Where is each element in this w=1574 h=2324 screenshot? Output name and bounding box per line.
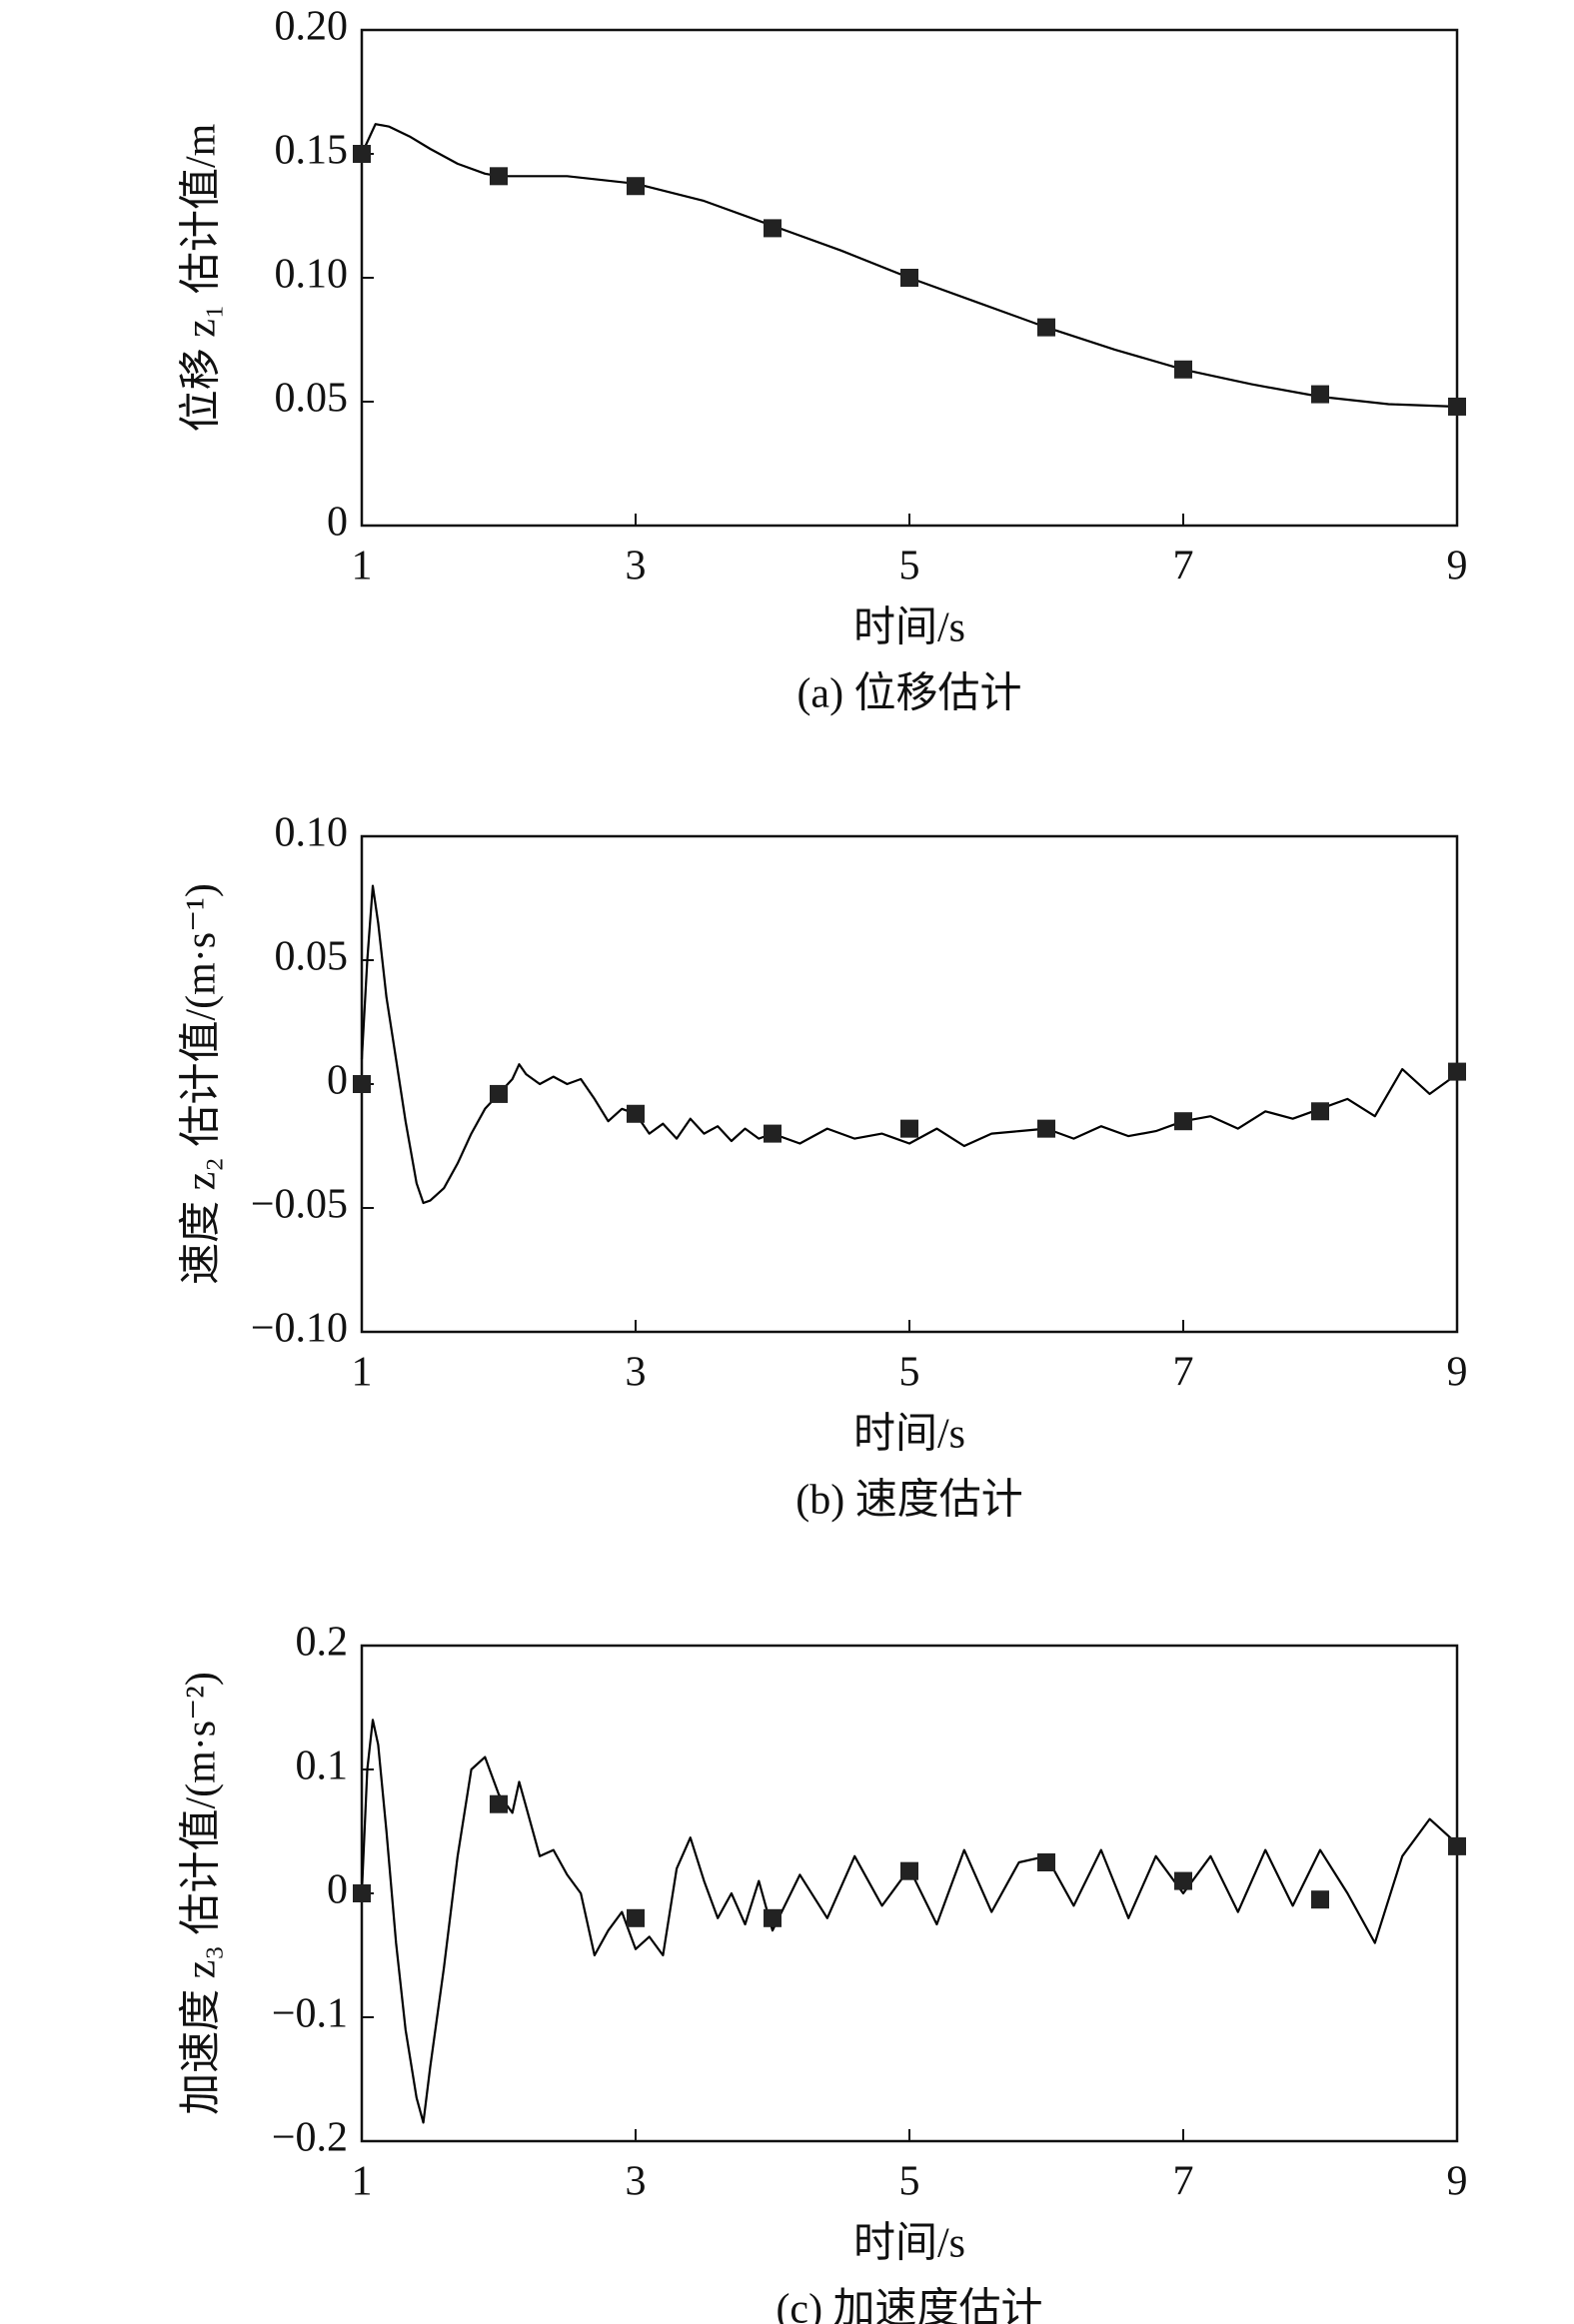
x-tick-label: 9 — [1447, 2159, 1468, 2205]
y-tick-label: −0.10 — [251, 1306, 348, 1352]
x-tick-label: 3 — [626, 1350, 647, 1396]
x-axis-label: 时间/s — [853, 605, 965, 651]
marker — [900, 269, 918, 287]
x-tick-label: 1 — [352, 2159, 373, 2205]
marker — [1037, 318, 1055, 337]
marker — [627, 1104, 645, 1123]
y-tick-label: 0.10 — [275, 252, 349, 298]
marker — [353, 145, 371, 163]
marker — [1174, 1871, 1192, 1890]
y-tick-label: 0.05 — [275, 376, 349, 422]
y-tick-label: 0.05 — [275, 934, 349, 980]
x-tick-label: 1 — [352, 544, 373, 589]
y-axis-label: 位移 z₁ 估计值/m — [178, 123, 225, 432]
marker — [1037, 1853, 1055, 1871]
marker — [1311, 385, 1329, 404]
line — [361, 123, 1458, 409]
y-tick-label: 0 — [327, 1867, 348, 1913]
x-tick-label: 3 — [626, 2159, 647, 2205]
y-axis-label: 速度 z₂ 估计值/(m·s⁻¹) — [179, 883, 225, 1285]
y-tick-label: 0.10 — [275, 810, 349, 856]
marker — [1448, 397, 1466, 416]
marker — [900, 1119, 918, 1138]
marker — [1174, 360, 1192, 379]
caption: (b) 速度估计 — [795, 1478, 1022, 1524]
y-tick-label: 0.1 — [296, 1743, 349, 1789]
x-tick-label: 9 — [1447, 1350, 1468, 1396]
x-tick-label: 5 — [899, 2159, 920, 2205]
plot-frame — [360, 834, 1459, 1334]
y-tick-label: 0.2 — [296, 1620, 349, 1666]
x-axis-label: 时间/s — [853, 2221, 965, 2267]
y-tick-label: −0.1 — [272, 1991, 348, 2037]
caption: (a) 位移估计 — [796, 670, 1021, 717]
x-axis-label: 时间/s — [853, 1412, 965, 1458]
y-axis-label: 加速度 z₃ 估计值/(m·s⁻²) — [179, 1672, 225, 2115]
x-tick-label: 3 — [626, 544, 647, 589]
line — [360, 1719, 1458, 2124]
marker — [490, 1794, 508, 1813]
x-tick-label: 1 — [352, 1350, 373, 1396]
x-tick-label: 9 — [1447, 544, 1468, 589]
x-tick-label: 5 — [899, 544, 920, 589]
marker — [1037, 1119, 1055, 1138]
caption: (c) 加速度估计 — [776, 2287, 1042, 2324]
marker — [1174, 1112, 1192, 1131]
x-tick-label: 7 — [1173, 2159, 1194, 2205]
plot-frame — [360, 1644, 1459, 2143]
x-tick-label: 7 — [1173, 1350, 1194, 1396]
marker — [900, 1861, 918, 1880]
marker — [353, 1884, 371, 1902]
marker — [1448, 1836, 1466, 1855]
marker — [627, 177, 645, 196]
marker — [1311, 1102, 1329, 1121]
marker — [1311, 1890, 1329, 1909]
y-tick-label: −0.2 — [272, 2115, 348, 2161]
marker — [764, 1124, 782, 1143]
marker — [1448, 1062, 1466, 1081]
marker — [353, 1075, 371, 1093]
x-tick-label: 7 — [1173, 544, 1194, 589]
y-tick-label: 0.20 — [275, 4, 349, 50]
marker — [764, 219, 782, 238]
y-tick-label: 0 — [327, 500, 348, 546]
y-tick-label: 0.15 — [275, 128, 349, 174]
y-tick-label: −0.05 — [251, 1182, 348, 1228]
marker — [764, 1908, 782, 1927]
y-tick-label: 0 — [327, 1058, 348, 1104]
marker — [627, 1908, 645, 1927]
marker — [490, 167, 508, 186]
x-tick-label: 5 — [899, 1350, 920, 1396]
line — [360, 884, 1458, 1205]
marker — [490, 1084, 508, 1103]
